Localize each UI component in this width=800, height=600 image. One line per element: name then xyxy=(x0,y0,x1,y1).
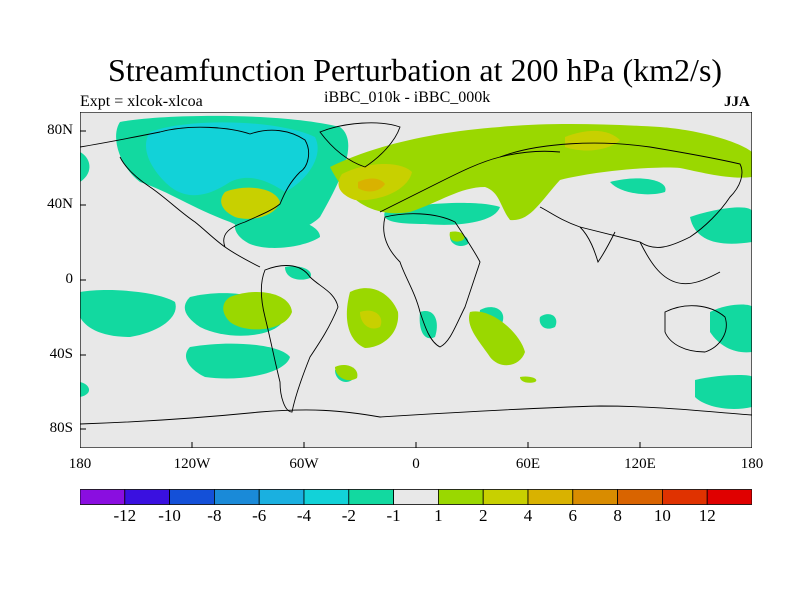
region-indian-ocean-negative xyxy=(539,314,557,329)
region-siberia-positive-core xyxy=(565,130,620,151)
coast-asia xyxy=(499,142,743,248)
lon-tick-180e: 180 xyxy=(740,456,764,472)
region-west-pacific-negative xyxy=(690,207,752,244)
axis-ticks xyxy=(80,130,641,448)
colorbar-label: 4 xyxy=(523,506,533,525)
colorbar-label: 8 xyxy=(613,506,622,525)
lon-tick-60e: 60E xyxy=(515,456,541,472)
colorbar-label: -2 xyxy=(341,506,356,525)
coastline-layer xyxy=(80,122,752,425)
colorbar-box xyxy=(80,489,126,505)
lon-tick-0: 0 xyxy=(412,456,420,472)
coast-greenland xyxy=(319,122,401,168)
colorbar-box xyxy=(393,489,439,505)
region-southeast-indian-negative xyxy=(710,304,752,353)
contour-fill-layer xyxy=(80,115,752,409)
lat-tick-80s: 80S xyxy=(49,420,73,436)
figure-title: Streamfunction Perturbation at 200 hPa (… xyxy=(107,52,723,88)
coast-antarctica xyxy=(80,405,752,425)
region-canada-negative-core xyxy=(145,122,318,196)
coast-southeast-asia xyxy=(639,241,721,285)
experiment-label: Expt = xlcok-xlcoa xyxy=(80,93,203,110)
region-south-atlantic-small-positive xyxy=(520,376,537,383)
colorbar-label: -6 xyxy=(252,506,267,525)
colorbar-label: 10 xyxy=(653,506,671,525)
colorbar-box xyxy=(527,489,574,505)
colorbar-box xyxy=(706,489,752,505)
colorbar-label: 12 xyxy=(698,506,716,525)
region-south-atlantic-positive-core xyxy=(360,310,382,329)
lon-tick-120w: 120W xyxy=(173,456,211,472)
region-south-pacific-negative-a xyxy=(80,290,176,337)
region-pacific-subtropics-negative xyxy=(80,152,90,182)
coast-europe xyxy=(379,150,561,213)
region-southern-africa-negative-a xyxy=(419,311,437,339)
colorbar xyxy=(80,489,752,505)
colorbar-box xyxy=(303,489,350,505)
coast-north-america xyxy=(80,126,310,268)
region-southwest-atlantic-negative xyxy=(80,382,90,397)
region-south-pacific-negative-c xyxy=(185,343,290,379)
colorbar-label: -8 xyxy=(207,506,222,525)
colorbar-label: 1 xyxy=(434,506,443,525)
colorbar-box xyxy=(617,489,663,505)
region-southern-ocean-east-negative xyxy=(695,375,752,409)
lat-tick-40n: 40N xyxy=(47,196,73,212)
colorbar-box xyxy=(437,489,484,505)
colorbar-label: -1 xyxy=(386,506,401,525)
region-indian-ocean-positive xyxy=(449,231,465,242)
difference-label: iBBC_010k - iBBC_000k xyxy=(324,89,491,106)
coast-south-america xyxy=(260,265,339,413)
colorbar-box xyxy=(572,489,618,505)
colorbar-label: -12 xyxy=(113,506,137,525)
colorbar-label: -10 xyxy=(158,506,181,525)
colorbar-box xyxy=(482,489,529,505)
colorbar-box xyxy=(169,489,215,505)
region-caribbean-negative xyxy=(234,215,320,248)
colorbar-label: 6 xyxy=(568,506,578,525)
colorbar-box xyxy=(213,489,260,505)
colorbar-box xyxy=(124,489,170,505)
lat-tick-0: 0 xyxy=(65,271,74,287)
colorbar-label: 2 xyxy=(478,506,488,525)
colorbar-box xyxy=(348,489,394,505)
lon-tick-120e: 120E xyxy=(624,456,656,472)
region-southwest-indian-positive xyxy=(469,311,525,366)
colorbar-label: -4 xyxy=(296,506,312,525)
region-caribbean-positive xyxy=(223,292,292,330)
region-central-north-america-positive xyxy=(221,187,280,219)
colorbar-box xyxy=(258,489,305,505)
region-north-atlantic-positive-peak xyxy=(358,178,385,192)
region-eurasia-positive xyxy=(330,123,752,221)
region-central-asia-negative xyxy=(610,178,666,195)
streamfunction-map xyxy=(80,112,752,448)
lon-tick-60w: 60W xyxy=(289,456,319,472)
lon-tick-180w: 180 xyxy=(68,456,92,472)
coast-india xyxy=(579,226,616,264)
coast-africa xyxy=(383,213,481,348)
season-label: JJA xyxy=(724,94,750,110)
region-east-pacific-negative xyxy=(285,266,311,280)
colorbar-box xyxy=(662,489,708,505)
lat-tick-40s: 40S xyxy=(49,346,73,362)
region-south-america-small-positive xyxy=(335,365,358,381)
lat-tick-80n: 80N xyxy=(47,122,73,138)
coast-australia xyxy=(664,305,727,353)
